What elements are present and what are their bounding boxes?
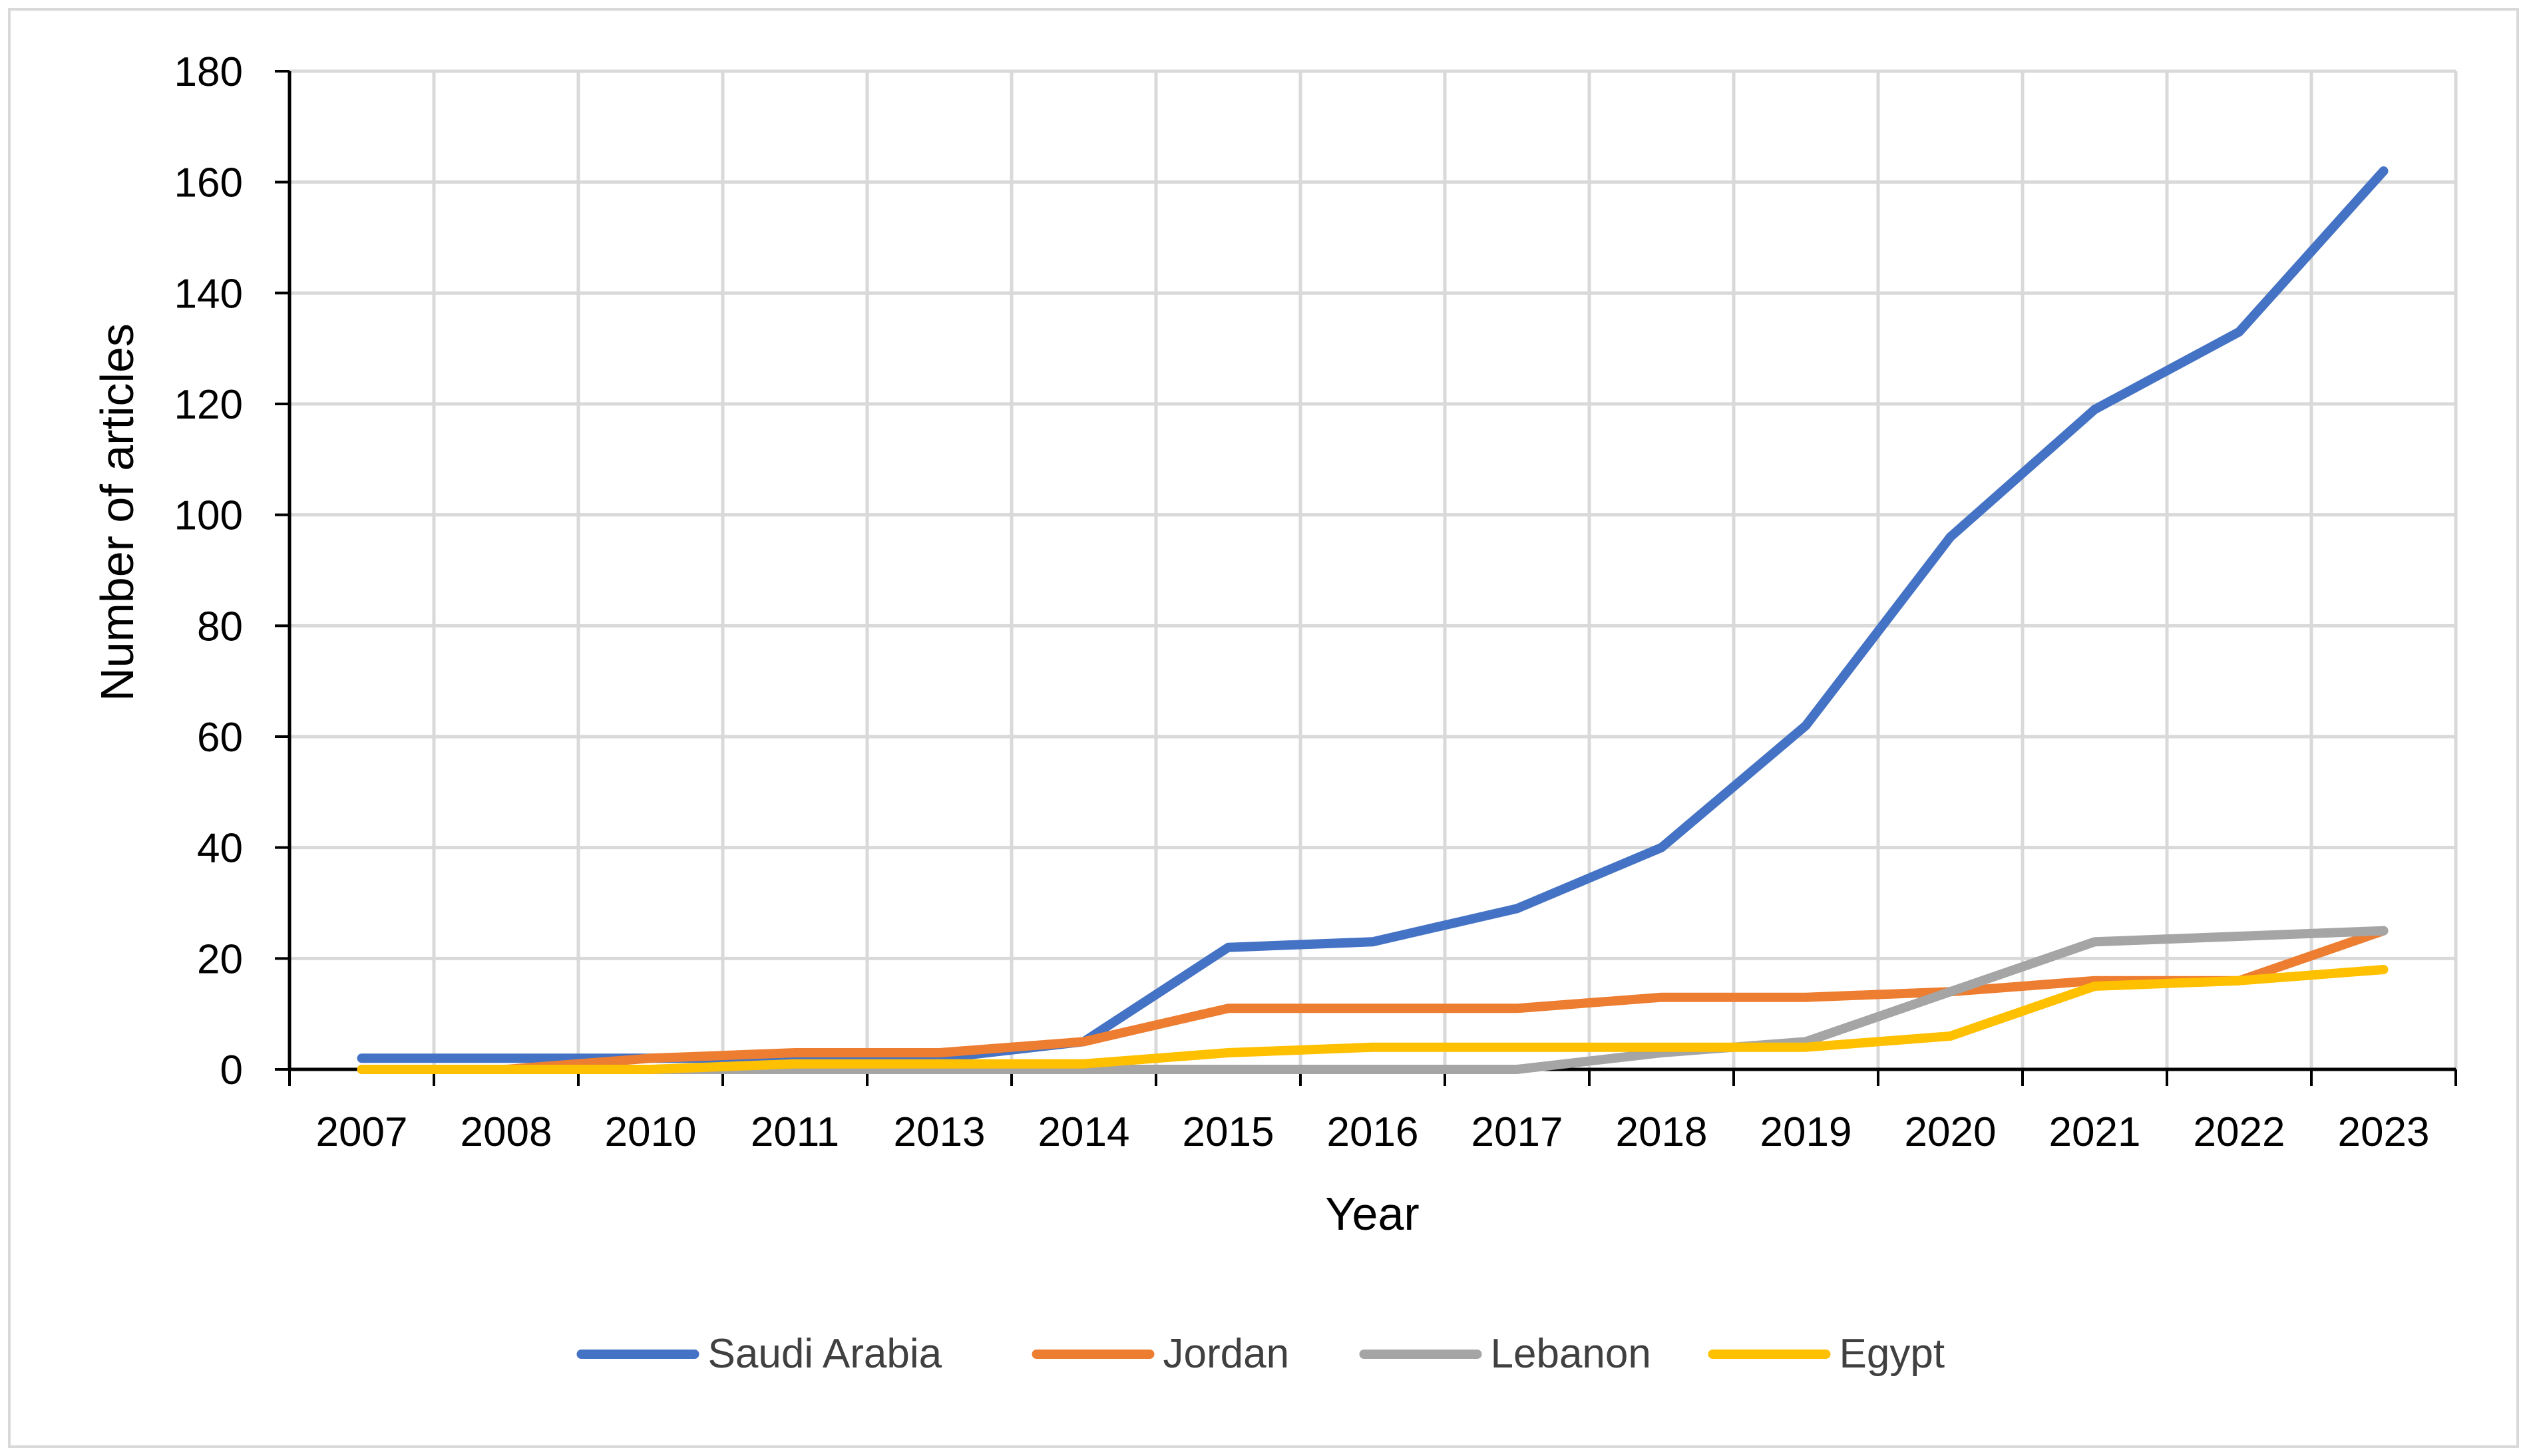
x-tick-label: 2022 (2194, 1109, 2285, 1155)
x-tick-label: 2016 (1327, 1109, 1419, 1155)
x-tick-label: 2021 (2049, 1109, 2141, 1155)
y-tick-label: 20 (197, 936, 243, 982)
legend-label: Jordan (1163, 1331, 1290, 1377)
y-tick-label: 40 (197, 826, 243, 872)
legend-label: Saudi Arabia (708, 1331, 942, 1377)
x-tick-label: 2023 (2338, 1109, 2430, 1155)
x-tick-label: 2008 (461, 1109, 552, 1155)
tick-labels: 0 20 40 60 80 100 120 140 160 180 2007 2008 2010 2011… (174, 49, 2430, 1155)
x-tick-label: 2011 (751, 1109, 839, 1155)
x-tick-label: 2017 (1471, 1109, 1563, 1155)
y-tick-label: 100 (174, 493, 243, 539)
series-line-jordan (357, 926, 2389, 1074)
x-tick-label: 2007 (316, 1109, 408, 1155)
y-tick-label: 160 (174, 160, 243, 206)
y-tick-label: 0 (220, 1047, 243, 1093)
y-tick-label: 80 (197, 604, 243, 649)
legend-label: Egypt (1840, 1331, 1945, 1377)
y-tick-label: 120 (174, 382, 243, 428)
x-tick-label: 2019 (1760, 1109, 1852, 1155)
legend-label: Lebanon (1491, 1331, 1651, 1377)
chart-border (8, 8, 2519, 1448)
y-axis-title: Number of articles (91, 323, 143, 701)
series-lines (357, 166, 2389, 1074)
x-tick-label: 2010 (605, 1109, 697, 1155)
y-tick-label: 180 (174, 49, 243, 95)
gridlines (290, 69, 2458, 1069)
x-tick-label: 2018 (1616, 1109, 1708, 1155)
x-tick-label: 2014 (1038, 1109, 1130, 1155)
legend: Saudi Arabia Jordan Lebanon Egypt (576, 1331, 1945, 1377)
y-tick-label: 60 (197, 715, 243, 761)
x-axis-title: Year (1325, 1188, 1419, 1240)
x-tick-label: 2013 (894, 1109, 986, 1155)
x-tick-label: 2020 (1905, 1109, 1997, 1155)
y-tick-label: 140 (174, 271, 243, 317)
x-tick-label: 2015 (1183, 1109, 1274, 1155)
series-line-egypt (357, 965, 2389, 1074)
